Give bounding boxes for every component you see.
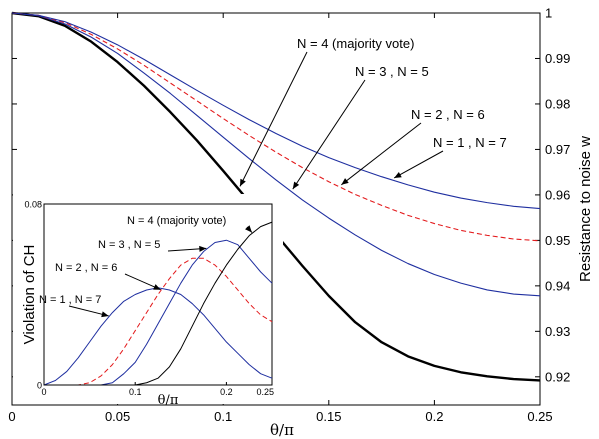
annotation-arrow [341, 122, 422, 186]
main-chart: 0 0.05 0.1 0.15 0.2 0.25 0.92 0.93 0.94 0.95 0.96 0… [8, 6, 594, 439]
main-x-axis-label: θ/π [270, 421, 294, 439]
inset-y-axis-label: Violation of CH [21, 245, 38, 345]
x-tick-label: 0.25 [527, 409, 552, 424]
annotation-arrowhead [341, 178, 349, 185]
x-tick-label: 0.2 [425, 409, 443, 424]
series-line-3 [11, 12, 541, 210]
annotation-arrow-line [393, 150, 444, 179]
inset-annotation-arrow [167, 245, 207, 252]
annotation-arrowhead [245, 225, 252, 233]
annotation-arrowhead [239, 178, 246, 187]
annotation-arrow-line [292, 79, 366, 190]
inset-annotations: N = 4 (majority vote) N = 3 , N = 5 N = 2 … [39, 215, 253, 318]
y-tick-label: 0.96 [545, 187, 570, 202]
annotation-arrowhead [394, 171, 402, 178]
inset-annotation-label: N = 4 (majority vote) [127, 215, 226, 227]
x-tick-label: 0.05 [105, 409, 130, 424]
inset-annotation-label: N = 2 , N = 6 [55, 262, 117, 274]
annotation-arrow [292, 79, 366, 190]
inset-annotation-arrow [68, 305, 109, 318]
inset-annotation-label: N = 1 , N = 7 [39, 294, 101, 306]
y-tick-label: 0.99 [545, 51, 570, 66]
annotation-arrow [239, 51, 308, 187]
inset-series-line-3 [44, 221, 273, 386]
x-tick-label: 0.15 [316, 409, 341, 424]
x-tick-label: 0 [8, 409, 15, 424]
inset-annotation-arrow [124, 273, 161, 291]
annotation-label: N = 4 (majority vote) [297, 36, 414, 51]
series-line-2 [11, 12, 541, 242]
inset-annotation-label: N = 3 , N = 5 [98, 239, 160, 251]
annotation-arrowhead [292, 181, 300, 190]
annotation-label: N = 1 , N = 7 [433, 135, 507, 150]
inset-background [13, 194, 283, 404]
y-tick-label: 0.94 [545, 278, 570, 293]
inset-x-tick-label: 0.2 [220, 387, 233, 397]
annotation-arrowhead [199, 245, 207, 252]
inset-x-axis-label: θ/π [158, 393, 179, 408]
main-plot-frame [11, 12, 541, 406]
inset-plot-frame [43, 203, 273, 386]
inset-x-tick-label: 0.1 [129, 387, 142, 397]
y-tick-label: 0.92 [545, 369, 570, 384]
inset-y-tick-label: 0.08 [24, 200, 42, 210]
inset-x-tick-label: 0.25 [256, 387, 274, 397]
annotation-arrow-line [341, 122, 422, 186]
annotation-label: N = 2 , N = 6 [411, 107, 485, 122]
annotation-arrowhead [153, 284, 161, 290]
inset-axis-ticks: 0 0.1 0.2 0.25 0 0.08 [24, 200, 274, 398]
y-tick-label: 0.95 [545, 233, 570, 248]
inset-annotation-arrow [245, 225, 253, 233]
y-tick-label: 0.98 [545, 96, 570, 111]
y-tick-label: 0.97 [545, 142, 570, 157]
x-tick-label: 0.1 [214, 409, 232, 424]
main-y-axis-label: Resistance to noise w [577, 136, 594, 282]
annotation-label: N = 3 , N = 5 [355, 64, 429, 79]
series-line-1 [11, 12, 541, 297]
y-tick-label: 0.93 [545, 324, 570, 339]
main-axis-ticks: 0 0.05 0.1 0.15 0.2 0.25 0.92 0.93 0.94 0.95 0.96 0… [8, 6, 570, 425]
main-annotations: N = 4 (majority vote) N = 3 , N = 5 N = 2 … [239, 36, 507, 190]
annotation-arrowhead [101, 311, 109, 318]
annotation-arrow [393, 150, 444, 179]
inset-y-tick-label: 0 [37, 381, 42, 391]
inset-x-tick-label: 0 [41, 387, 46, 397]
y-tick-label: 1 [545, 6, 552, 21]
annotation-arrow-line [239, 51, 308, 187]
